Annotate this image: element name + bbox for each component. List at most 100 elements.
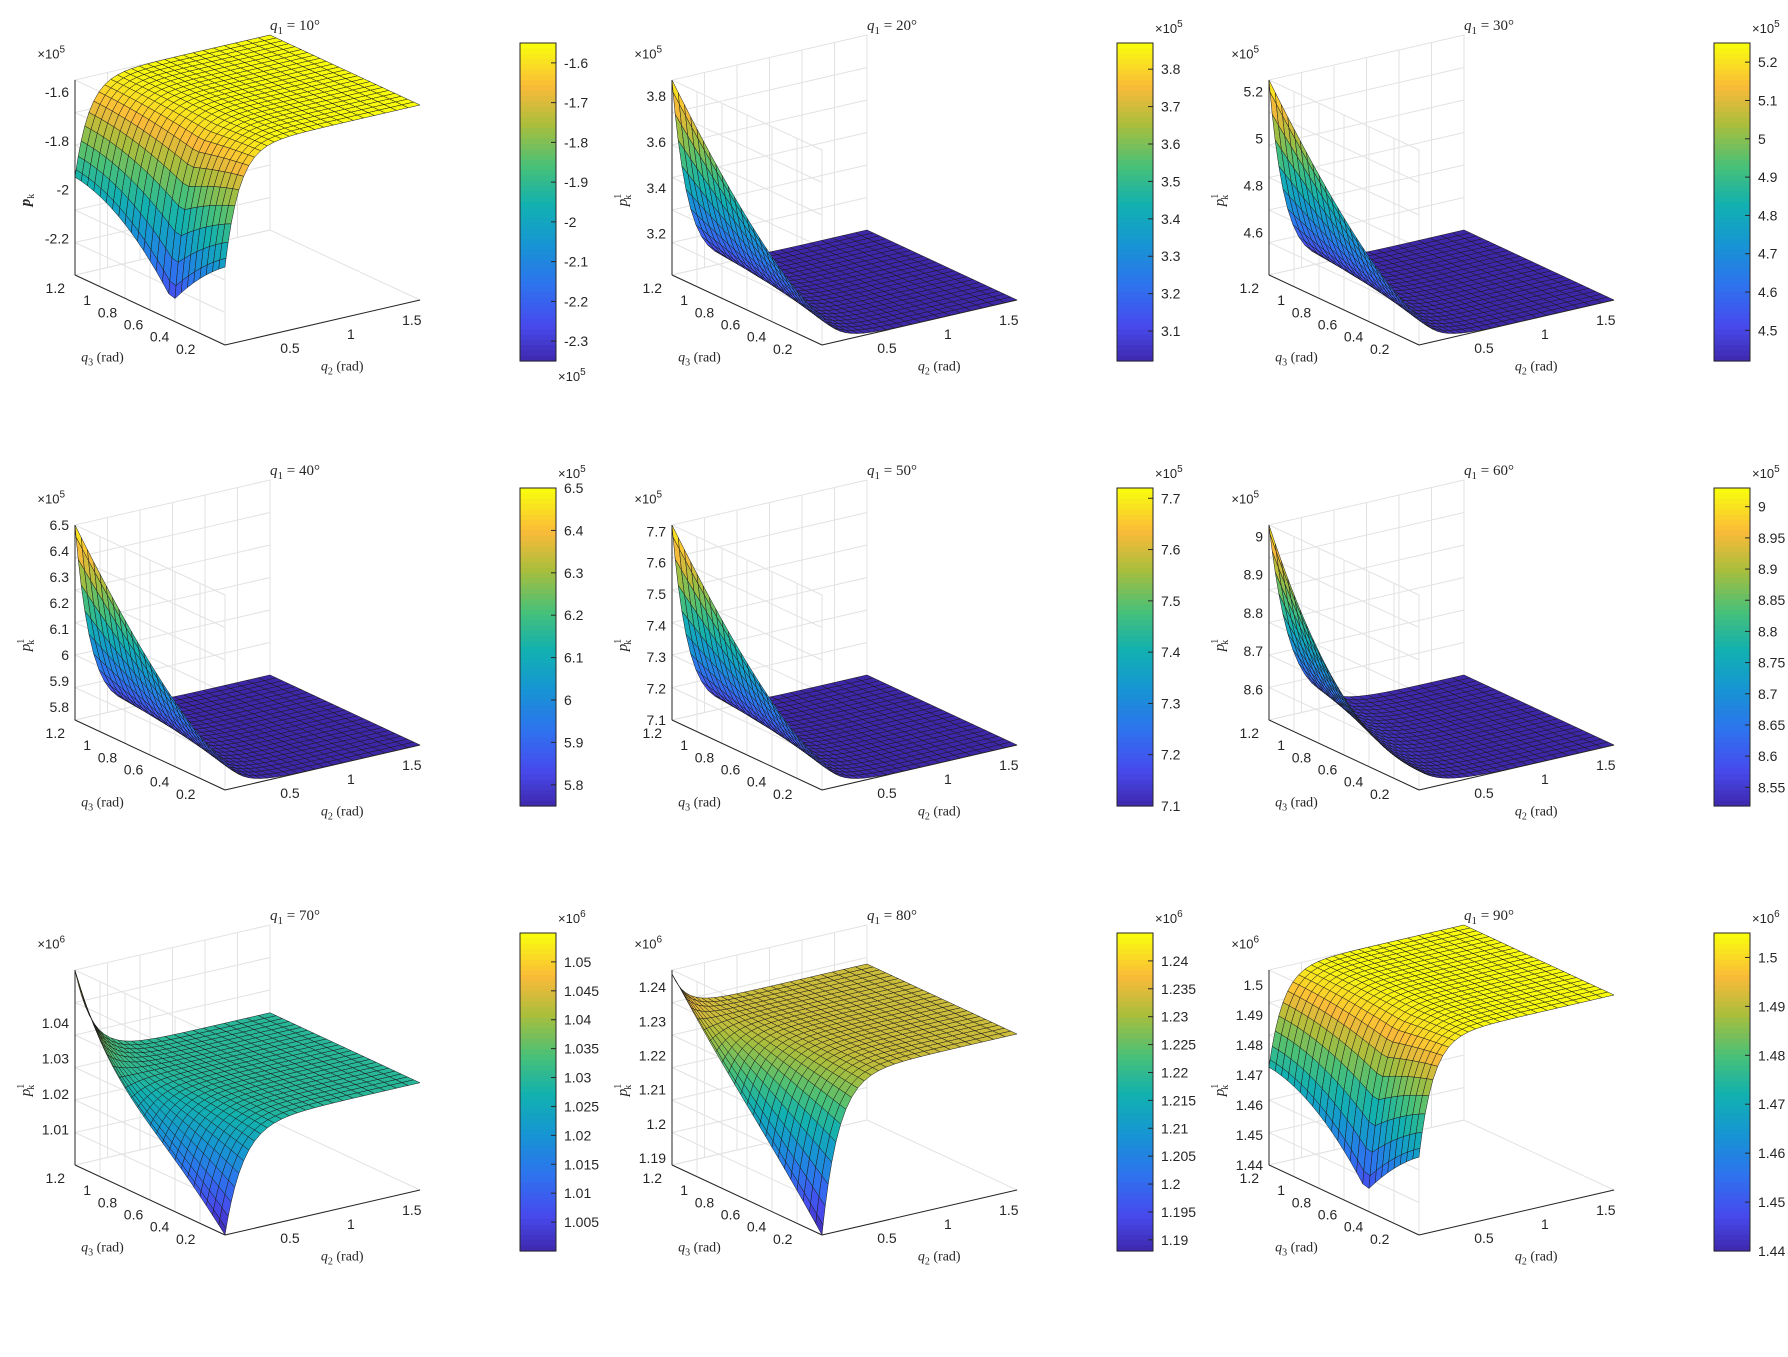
z-axis-label: p1k	[613, 639, 634, 653]
z-axis-label: p1k	[16, 639, 37, 653]
colorbar-tick-label: 8.8	[1758, 623, 1778, 639]
colorbar-tick-label: 7.7	[1161, 490, 1181, 506]
surface-plot: q1 = 10°-1.6-1.8-2-2.2×105pk0.20.40.60.8…	[18, 18, 588, 384]
colorbar-tick-label: 6.2	[564, 607, 584, 623]
surface-panel-4: q1 = 40° 6.5 6.4 6.3 6.2 6.1 6 5.9 5.8 ×105 p1k 0.2…	[0, 445, 590, 890]
colorbar-tick-label: 3.5	[1161, 173, 1181, 189]
chart-title: q1 = 50°	[867, 463, 917, 482]
colorbar-tick-label: 7.4	[1161, 644, 1181, 660]
z-tick-label: 8.7	[1244, 643, 1264, 659]
q2-tick-label: 1	[347, 1216, 355, 1232]
z-tick-label: 7.7	[647, 523, 667, 539]
q3-tick-labels: 0.20.40.60.811.2	[643, 725, 793, 802]
q3-axis-label: q3 (rad)	[678, 351, 721, 369]
z-tick-label: 6	[61, 647, 69, 663]
colorbar-exponent-label: ×105	[558, 367, 586, 384]
q3-tick-label: 0.2	[176, 341, 196, 357]
colorbar-tick-label: 9	[1758, 499, 1766, 515]
z-tick-label: 5	[1255, 131, 1263, 147]
q3-tick-label: 0.2	[1370, 341, 1390, 357]
q3-tick-label: 0.4	[747, 329, 767, 345]
colorbar: 1.051.0451.041.0351.031.0251.021.0151.01…	[519, 932, 599, 1252]
z-tick-label: -2.2	[45, 230, 69, 246]
colorbar-tick-label: 1.04	[564, 1012, 591, 1028]
colorbar-tick-label: -2	[564, 214, 577, 230]
q3-tick-label: 0.4	[150, 1219, 170, 1235]
surface-plot: q1 = 50°7.77.67.57.47.37.27.1×105p1k0.20…	[613, 463, 1183, 822]
q2-axis-label: q2 (rad)	[918, 359, 961, 377]
q2-tick-label: 1	[347, 326, 355, 342]
surface-patch	[678, 984, 686, 998]
q3-tick-label: 0.6	[721, 762, 741, 778]
z-tick-label: 7.2	[647, 681, 667, 697]
q2-axis-label: q2 (rad)	[1515, 804, 1558, 822]
q2-tick-labels: 0.511.5	[280, 757, 422, 801]
colorbar-tick-label: 8.6	[1758, 748, 1778, 764]
colorbar-tick-label: 7.6	[1161, 542, 1181, 558]
q3-tick-labels: 0.20.40.60.811.2	[46, 725, 196, 802]
z-tick-label: 4.8	[1244, 178, 1264, 194]
q2-tick-labels: 0.511.5	[280, 1202, 422, 1246]
z-tick-label: 1.01	[42, 1122, 69, 1138]
q2-tick-label: 1.5	[402, 312, 422, 328]
colorbar-tick-label: -1.6	[564, 55, 588, 71]
q2-tick-labels: 0.511.5	[1474, 757, 1616, 801]
q3-tick-label: 0.2	[1370, 786, 1390, 802]
q3-axis-label: q3 (rad)	[81, 796, 124, 814]
colorbar-tick-label: 5.9	[564, 734, 584, 750]
z-tick-label: 6.2	[50, 595, 70, 611]
q3-tick-label: 1	[83, 737, 91, 753]
colorbar-tick-label: 3.6	[1161, 136, 1181, 152]
q3-tick-label: 0.4	[150, 774, 170, 790]
z-tick-label: 8.8	[1244, 605, 1264, 621]
colorbar: 6.56.46.36.26.165.95.8	[519, 480, 584, 807]
surface-mesh	[74, 524, 421, 779]
surface-panel-3: q1 = 30° 5.2 5 4.8 4.6 ×105 p1k 0.2 0.4 0.6 0.8 1 1.…	[1194, 0, 1784, 445]
q3-tick-labels: 0.20.40.60.811.2	[1240, 725, 1390, 802]
surface-patch	[1412, 310, 1421, 318]
q3-tick-label: 0.8	[695, 749, 715, 765]
surface-mesh	[671, 963, 1018, 1236]
q3-tick-label: 0.8	[695, 304, 715, 320]
colorbar-tick-label: 4.7	[1758, 246, 1778, 262]
surface-mesh	[74, 34, 421, 300]
z-tick-label: 3.4	[647, 180, 667, 196]
colorbar-tick-label: 1.005	[564, 1214, 599, 1230]
z-tick-labels: 3.83.63.43.2	[647, 88, 667, 242]
q3-tick-label: 0.8	[98, 749, 118, 765]
q3-tick-label: 1	[680, 737, 688, 753]
z-exponent-label: ×105	[634, 490, 662, 507]
colorbar-tick-label: 1.05	[564, 954, 591, 970]
surface-mesh	[74, 969, 421, 1236]
z-tick-label: 5.9	[50, 673, 70, 689]
q2-tick-label: 1	[944, 771, 952, 787]
q3-tick-label: 1.2	[1240, 725, 1260, 741]
z-exponent-label: ×105	[37, 490, 65, 507]
q3-tick-labels: 0.20.40.60.811.2	[1240, 280, 1390, 357]
surface-mesh	[671, 79, 1018, 334]
q2-tick-label: 1.5	[1596, 312, 1616, 328]
colorbar-tick-label: 4.8	[1758, 207, 1778, 223]
q3-tick-label: 1.2	[643, 280, 663, 296]
q2-tick-label: 1	[1541, 326, 1549, 342]
z-tick-label: 7.4	[647, 618, 667, 634]
q3-tick-label: 0.8	[1292, 304, 1312, 320]
q3-tick-label: 0.6	[1318, 762, 1338, 778]
q3-tick-label: 0.4	[1344, 329, 1364, 345]
z-tick-labels: 6.56.46.36.26.165.95.8	[50, 517, 70, 715]
z-tick-label: 8.9	[1244, 567, 1264, 583]
q2-axis-label: q2 (rad)	[1515, 359, 1558, 377]
z-tick-label: -1.6	[45, 84, 69, 100]
q3-tick-label: 0.6	[1318, 317, 1338, 333]
axis-lines	[1268, 525, 1615, 791]
q3-tick-label: 1	[83, 292, 91, 308]
z-axis-label: pk	[18, 194, 37, 209]
q3-tick-label: 0.2	[176, 786, 196, 802]
colorbar-tick-label: 4.5	[1758, 322, 1778, 338]
surface-mesh	[671, 524, 1018, 779]
colorbar-tick-label: 8.85	[1758, 592, 1785, 608]
surface-patch	[671, 973, 680, 987]
z-tick-label: 1.02	[42, 1086, 69, 1102]
q3-tick-label: 1	[680, 292, 688, 308]
q3-tick-label: 0.6	[124, 1207, 144, 1223]
